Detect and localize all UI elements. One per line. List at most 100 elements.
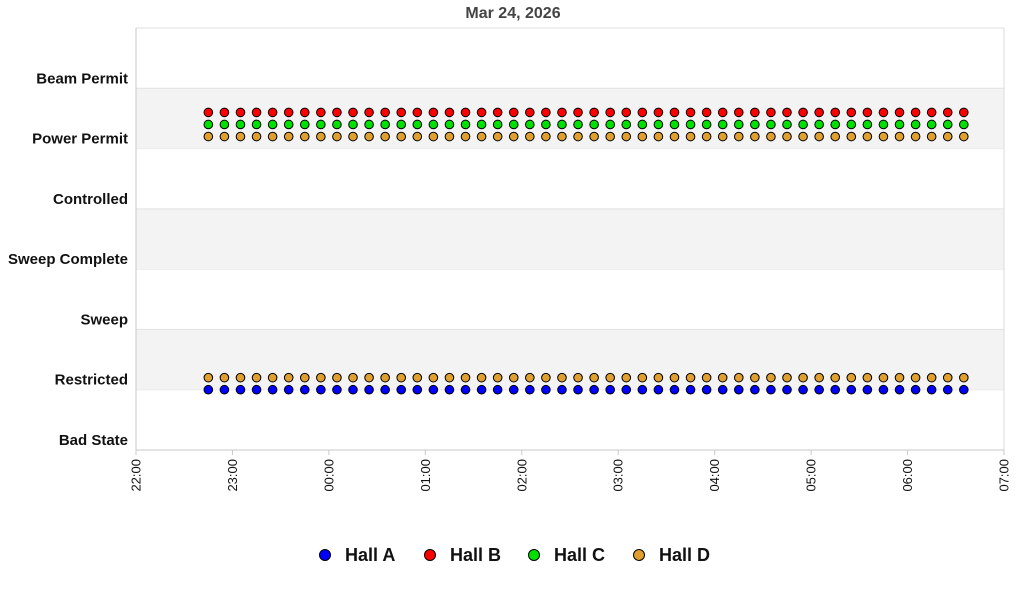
data-point bbox=[203, 107, 214, 118]
data-point bbox=[299, 372, 310, 383]
data-point bbox=[219, 131, 230, 142]
data-point bbox=[878, 131, 889, 142]
data-point bbox=[444, 107, 455, 118]
data-point bbox=[235, 119, 246, 130]
data-point bbox=[299, 384, 310, 395]
data-point bbox=[316, 107, 326, 118]
data-point bbox=[299, 131, 310, 142]
data-point bbox=[798, 384, 808, 395]
data-point bbox=[669, 107, 680, 118]
data-point bbox=[557, 372, 567, 383]
data-point bbox=[219, 372, 230, 383]
data-point bbox=[492, 384, 503, 395]
x-tick-label: 04:00 bbox=[707, 459, 722, 492]
data-point bbox=[589, 384, 599, 395]
legend-label: Hall D bbox=[659, 545, 710, 565]
data-point bbox=[750, 384, 760, 395]
data-point bbox=[203, 372, 214, 383]
data-point bbox=[412, 384, 423, 395]
data-point bbox=[862, 384, 873, 395]
data-point bbox=[942, 384, 953, 395]
data-point bbox=[621, 119, 632, 130]
data-point bbox=[444, 384, 455, 395]
data-point bbox=[846, 119, 857, 130]
data-point bbox=[942, 372, 953, 383]
data-point bbox=[862, 107, 873, 118]
data-point bbox=[460, 384, 471, 395]
data-point bbox=[910, 372, 921, 383]
data-point bbox=[766, 119, 776, 130]
data-point bbox=[830, 107, 841, 118]
data-point bbox=[541, 107, 551, 118]
data-point bbox=[910, 131, 921, 142]
data-point bbox=[460, 131, 471, 142]
data-point bbox=[766, 131, 776, 142]
data-point bbox=[508, 107, 519, 118]
data-point bbox=[830, 384, 841, 395]
x-tick-label: 07:00 bbox=[997, 459, 1012, 492]
data-point bbox=[637, 372, 648, 383]
y-tick-label: Beam Permit bbox=[36, 70, 128, 87]
data-point bbox=[910, 119, 921, 130]
data-point bbox=[332, 107, 342, 118]
data-point bbox=[685, 131, 696, 142]
data-point bbox=[508, 372, 519, 383]
data-point bbox=[348, 384, 358, 395]
data-point bbox=[717, 107, 728, 118]
data-point bbox=[267, 119, 278, 130]
data-point bbox=[332, 372, 342, 383]
data-point bbox=[251, 119, 262, 130]
data-point bbox=[766, 107, 776, 118]
data-point bbox=[910, 107, 921, 118]
data-point bbox=[798, 372, 808, 383]
data-point bbox=[364, 119, 374, 130]
data-point bbox=[717, 372, 728, 383]
data-point bbox=[573, 372, 583, 383]
data-point bbox=[701, 119, 712, 130]
data-point bbox=[428, 384, 439, 395]
data-point bbox=[283, 107, 294, 118]
data-point bbox=[299, 107, 310, 118]
data-point bbox=[316, 119, 326, 130]
data-point bbox=[959, 372, 969, 383]
data-point bbox=[926, 372, 937, 383]
data-point bbox=[460, 119, 471, 130]
data-point bbox=[685, 384, 696, 395]
data-point bbox=[846, 372, 857, 383]
data-point bbox=[267, 131, 278, 142]
data-point bbox=[782, 107, 792, 118]
data-point bbox=[332, 131, 342, 142]
x-tick-label: 01:00 bbox=[418, 459, 433, 492]
data-point bbox=[669, 131, 680, 142]
data-point bbox=[621, 107, 632, 118]
data-point bbox=[846, 384, 857, 395]
data-point bbox=[669, 372, 680, 383]
data-point bbox=[878, 119, 889, 130]
data-point bbox=[750, 131, 760, 142]
data-point bbox=[235, 372, 246, 383]
data-point bbox=[894, 384, 905, 395]
data-point bbox=[573, 131, 583, 142]
data-point bbox=[959, 119, 969, 130]
data-point bbox=[605, 107, 615, 118]
data-point bbox=[476, 131, 487, 142]
data-point bbox=[669, 384, 680, 395]
data-point bbox=[299, 119, 310, 130]
data-point bbox=[219, 119, 230, 130]
data-point bbox=[267, 107, 278, 118]
data-point bbox=[862, 372, 873, 383]
data-point bbox=[380, 119, 390, 130]
data-point bbox=[782, 384, 792, 395]
data-point bbox=[862, 119, 873, 130]
data-point bbox=[396, 372, 407, 383]
data-point bbox=[348, 107, 358, 118]
data-point bbox=[878, 107, 889, 118]
data-point bbox=[541, 384, 551, 395]
data-point bbox=[203, 119, 214, 130]
data-point bbox=[717, 384, 728, 395]
band-shaded bbox=[136, 88, 1004, 149]
data-point bbox=[396, 119, 407, 130]
data-point bbox=[508, 119, 519, 130]
data-point bbox=[653, 384, 664, 395]
data-point bbox=[444, 119, 455, 130]
